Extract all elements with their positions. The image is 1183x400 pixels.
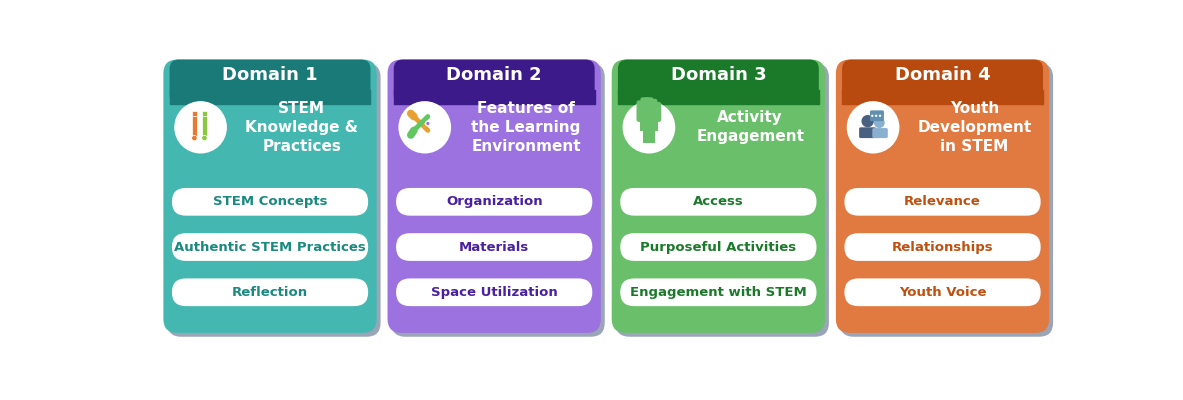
Bar — [192, 115, 198, 138]
FancyBboxPatch shape — [645, 97, 653, 122]
Circle shape — [174, 101, 227, 154]
Text: Activity
Engagement: Activity Engagement — [696, 110, 804, 144]
PathPatch shape — [167, 63, 381, 337]
FancyBboxPatch shape — [872, 128, 887, 138]
Text: Relationships: Relationships — [892, 240, 994, 254]
Text: Domain 2: Domain 2 — [446, 66, 542, 84]
Bar — [642, 129, 655, 143]
Bar — [202, 115, 207, 138]
PathPatch shape — [392, 63, 605, 337]
Text: Organization: Organization — [446, 195, 543, 208]
FancyBboxPatch shape — [620, 188, 816, 216]
Text: Domain 4: Domain 4 — [894, 66, 990, 84]
Text: Engagement with STEM: Engagement with STEM — [631, 286, 807, 299]
Circle shape — [202, 135, 207, 141]
Bar — [192, 111, 198, 116]
Text: Relevance: Relevance — [904, 195, 981, 208]
Circle shape — [192, 135, 198, 141]
Text: Features of
the Learning
Environment: Features of the Learning Environment — [471, 101, 581, 154]
FancyBboxPatch shape — [870, 110, 884, 121]
Circle shape — [871, 115, 873, 117]
FancyBboxPatch shape — [648, 99, 658, 122]
PathPatch shape — [388, 60, 601, 333]
Text: Space Utilization: Space Utilization — [431, 286, 557, 299]
FancyBboxPatch shape — [172, 188, 368, 216]
PathPatch shape — [394, 60, 595, 104]
PathPatch shape — [842, 60, 1043, 104]
PathPatch shape — [836, 60, 1049, 333]
Text: Purposeful Activities: Purposeful Activities — [640, 240, 796, 254]
Circle shape — [399, 101, 451, 154]
PathPatch shape — [169, 60, 370, 104]
Circle shape — [879, 115, 881, 117]
Text: Youth Voice: Youth Voice — [899, 286, 987, 299]
Bar — [640, 120, 658, 131]
FancyBboxPatch shape — [172, 233, 368, 261]
PathPatch shape — [618, 60, 819, 104]
Circle shape — [861, 115, 874, 127]
Circle shape — [875, 115, 878, 117]
FancyBboxPatch shape — [859, 127, 877, 138]
Circle shape — [874, 117, 885, 128]
Text: Youth
Development
in STEM: Youth Development in STEM — [917, 101, 1032, 154]
Text: STEM Concepts: STEM Concepts — [213, 195, 328, 208]
FancyBboxPatch shape — [640, 97, 649, 122]
FancyBboxPatch shape — [396, 233, 593, 261]
FancyBboxPatch shape — [636, 100, 646, 122]
Circle shape — [426, 121, 431, 126]
Text: Authentic STEM Practices: Authentic STEM Practices — [174, 240, 366, 254]
Text: Domain 1: Domain 1 — [222, 66, 318, 84]
FancyBboxPatch shape — [396, 278, 593, 306]
FancyBboxPatch shape — [172, 278, 368, 306]
PathPatch shape — [840, 63, 1053, 337]
FancyBboxPatch shape — [845, 278, 1041, 306]
Text: Reflection: Reflection — [232, 286, 308, 299]
FancyBboxPatch shape — [845, 233, 1041, 261]
PathPatch shape — [615, 63, 829, 337]
FancyBboxPatch shape — [845, 188, 1041, 216]
PathPatch shape — [163, 60, 376, 333]
Bar — [202, 111, 207, 116]
Text: Domain 3: Domain 3 — [671, 66, 767, 84]
FancyBboxPatch shape — [620, 278, 816, 306]
Text: STEM
Knowledge &
Practices: STEM Knowledge & Practices — [245, 101, 358, 154]
Text: Materials: Materials — [459, 240, 529, 254]
Circle shape — [622, 101, 675, 154]
FancyBboxPatch shape — [652, 102, 661, 122]
FancyBboxPatch shape — [620, 233, 816, 261]
FancyBboxPatch shape — [396, 188, 593, 216]
PathPatch shape — [612, 60, 825, 333]
Circle shape — [847, 101, 899, 154]
Text: Access: Access — [693, 195, 744, 208]
